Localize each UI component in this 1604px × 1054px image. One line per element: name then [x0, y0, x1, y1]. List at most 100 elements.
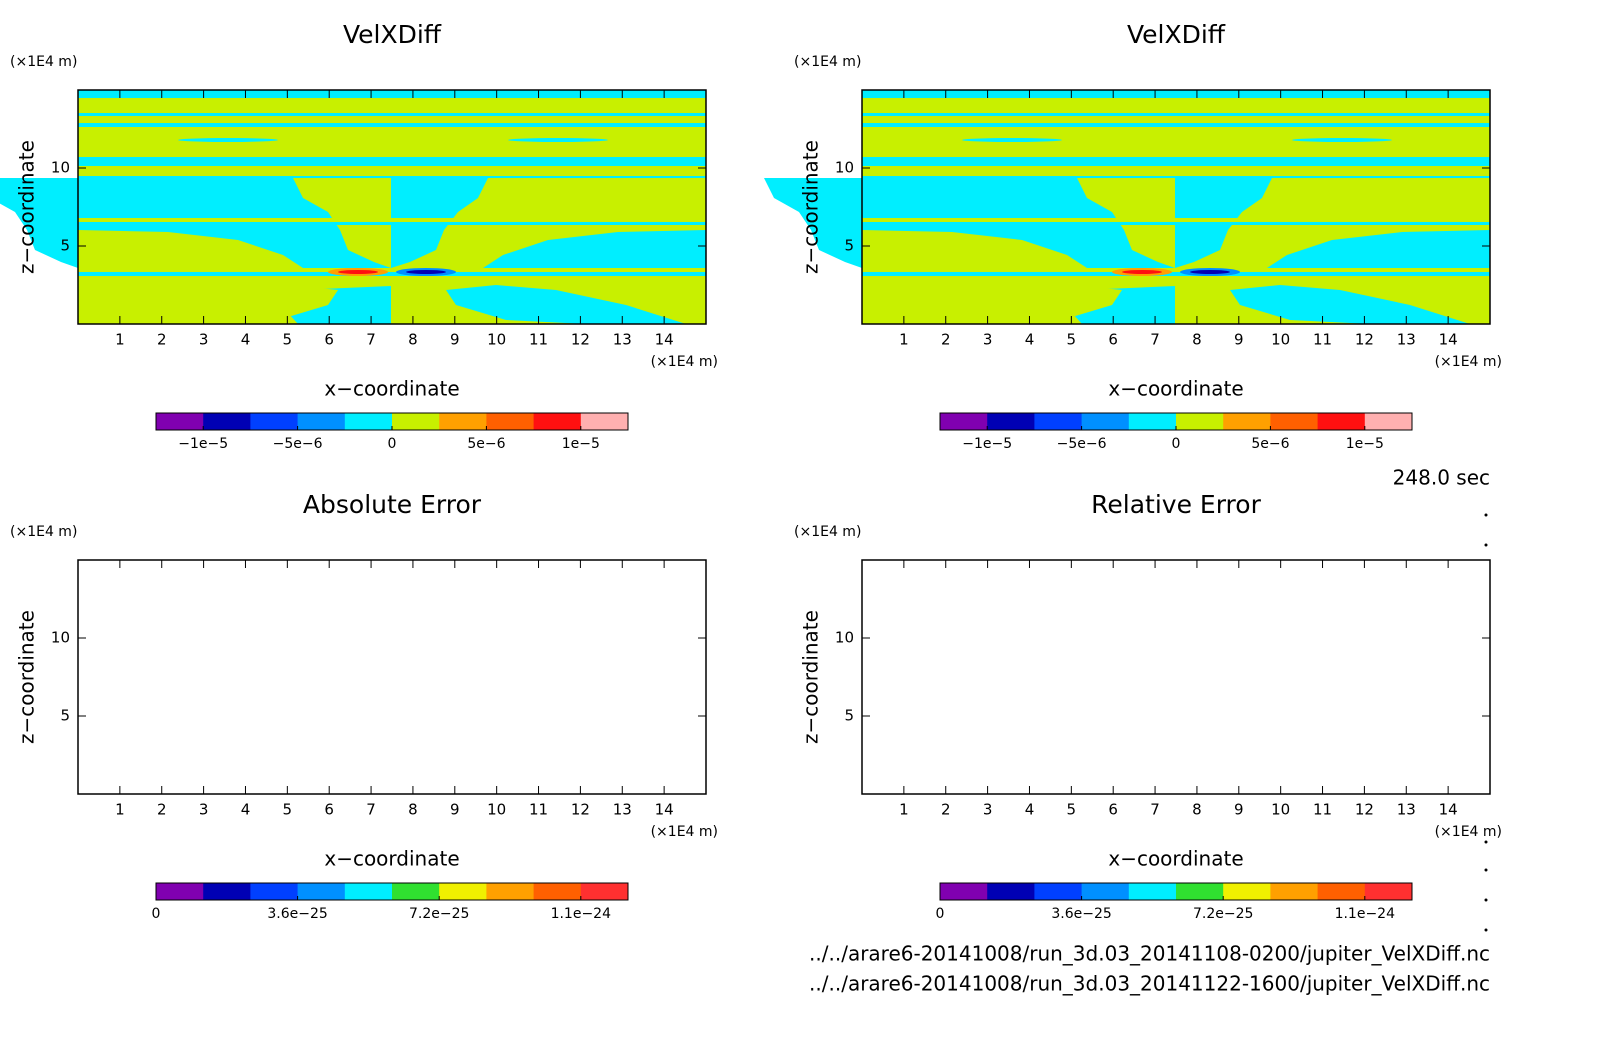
y-unit: (×1E4 m): [794, 524, 861, 540]
contour-region: [862, 123, 1490, 127]
contour-region: [406, 270, 446, 274]
x-tick-label: 14: [1439, 801, 1458, 819]
colorbar-tick-label: 0: [388, 436, 397, 452]
colorbar-tick-label: 7.2e−25: [1193, 906, 1253, 922]
x-tick-label: 9: [450, 331, 460, 349]
x-tick-label: 11: [529, 801, 548, 819]
chart-title: Relative Error: [1091, 490, 1261, 519]
x-tick-label: 14: [655, 331, 674, 349]
contour-region: [1292, 138, 1392, 142]
x-tick-label: 3: [199, 331, 209, 349]
colorbar-tick-label: 3.6e−25: [267, 906, 327, 922]
contour-region: [862, 272, 1490, 276]
colorbar-box: [580, 883, 629, 900]
contour-region: [78, 157, 706, 166]
contour-region: [862, 113, 1490, 116]
x-tick-label: 11: [529, 331, 548, 349]
y-tick-label: 5: [60, 707, 70, 725]
contour-region: [862, 98, 1490, 113]
y-tick-label: 10: [51, 159, 70, 177]
x-tick-label: 7: [1150, 331, 1160, 349]
x-axis-label: x−coordinate: [1108, 847, 1243, 871]
x-tick-label: 2: [157, 801, 167, 819]
y-tick-label: 5: [844, 237, 854, 255]
x-tick-label: 9: [1234, 801, 1244, 819]
file-path: ../../arare6-20141008/run_3d.03_20141108…: [809, 942, 1490, 966]
colorbar-box: [297, 413, 346, 430]
y-unit: (×1E4 m): [10, 524, 77, 540]
colorbar-tick-label: 7.2e−25: [409, 906, 469, 922]
x-tick-label: 4: [1025, 331, 1035, 349]
colorbar-box: [1176, 413, 1224, 430]
x-tick-label: 1: [115, 801, 125, 819]
colorbar-tick-label: 5e−6: [1251, 436, 1289, 452]
contour-region: [862, 116, 1490, 123]
contour-region: [78, 230, 303, 268]
x-tick-label: 6: [324, 331, 334, 349]
colorbar-box: [439, 413, 487, 430]
x-tick-label: 8: [1192, 801, 1202, 819]
contour-region: [862, 166, 1490, 176]
contour-region: [862, 230, 1087, 268]
contour-region: [446, 285, 686, 324]
colorbar-box: [392, 413, 440, 430]
colorbar-box: [1270, 883, 1319, 900]
contour-region: [862, 268, 1490, 272]
panel: VelXDiff (×1E4 m) (×1E4 m) x−coordinate z−co…: [0, 20, 718, 452]
colorbar-box: [439, 883, 487, 900]
contour-region: [391, 90, 706, 98]
contour-region: [862, 276, 1490, 282]
contour-region: [1267, 230, 1490, 268]
colorbar-box: [297, 883, 346, 900]
colorbar-box: [250, 413, 299, 430]
x-tick-label: 14: [1439, 331, 1458, 349]
colorbar-tick-label: 0: [1172, 436, 1181, 452]
x-tick-label: 6: [1108, 801, 1118, 819]
x-tick-label: 14: [655, 801, 674, 819]
contour-region: [764, 178, 862, 268]
contour-region: [78, 268, 706, 272]
contour-region: [962, 138, 1062, 142]
colorbar-box: [1128, 413, 1177, 430]
x-unit: (×1E4 m): [651, 354, 718, 370]
x-tick-label: 8: [408, 331, 418, 349]
colorbar-box: [1128, 883, 1177, 900]
colorbar-tick-label: 0: [152, 906, 161, 922]
colorbar-box: [1223, 883, 1271, 900]
colorbar-box: [533, 413, 582, 430]
colorbar-box: [156, 413, 204, 430]
plot-frame: [77, 559, 707, 795]
colorbar-box: [250, 883, 299, 900]
contour-region: [1230, 285, 1470, 324]
colorbar-box: [1034, 883, 1083, 900]
colorbar-tick-label: 5e−6: [467, 436, 505, 452]
plot-frame: [861, 89, 1491, 325]
colorbar-tick-label: −1e−5: [962, 436, 1012, 452]
contour-region: [338, 270, 378, 274]
contour-region: [78, 276, 706, 282]
colorbar-box: [1317, 413, 1366, 430]
colorbar-box: [1081, 883, 1130, 900]
chart-title: VelXDiff: [343, 20, 442, 49]
x-tick-label: 7: [366, 801, 376, 819]
colorbar-box: [392, 883, 440, 900]
colorbar-box: [203, 883, 251, 900]
x-tick-label: 2: [157, 331, 167, 349]
colorbar-box: [987, 883, 1035, 900]
contour-region: [78, 176, 706, 178]
contour-region: [78, 272, 706, 276]
x-tick-label: 6: [1108, 331, 1118, 349]
y-tick-label: 5: [60, 237, 70, 255]
x-tick-label: 12: [571, 331, 590, 349]
contour-region: [78, 90, 391, 98]
x-tick-label: 1: [899, 331, 909, 349]
y-axis-label: z−coordinate: [15, 140, 39, 274]
y-tick-label: 5: [844, 707, 854, 725]
colorbar-tick-label: 1e−5: [1346, 436, 1384, 452]
colorbar-tick-label: 1.1e−24: [551, 906, 612, 922]
x-tick-label: 2: [941, 801, 951, 819]
x-tick-label: 10: [487, 331, 506, 349]
x-unit: (×1E4 m): [651, 824, 718, 840]
colorbar-box: [1270, 413, 1319, 430]
x-tick-label: 5: [1067, 331, 1077, 349]
